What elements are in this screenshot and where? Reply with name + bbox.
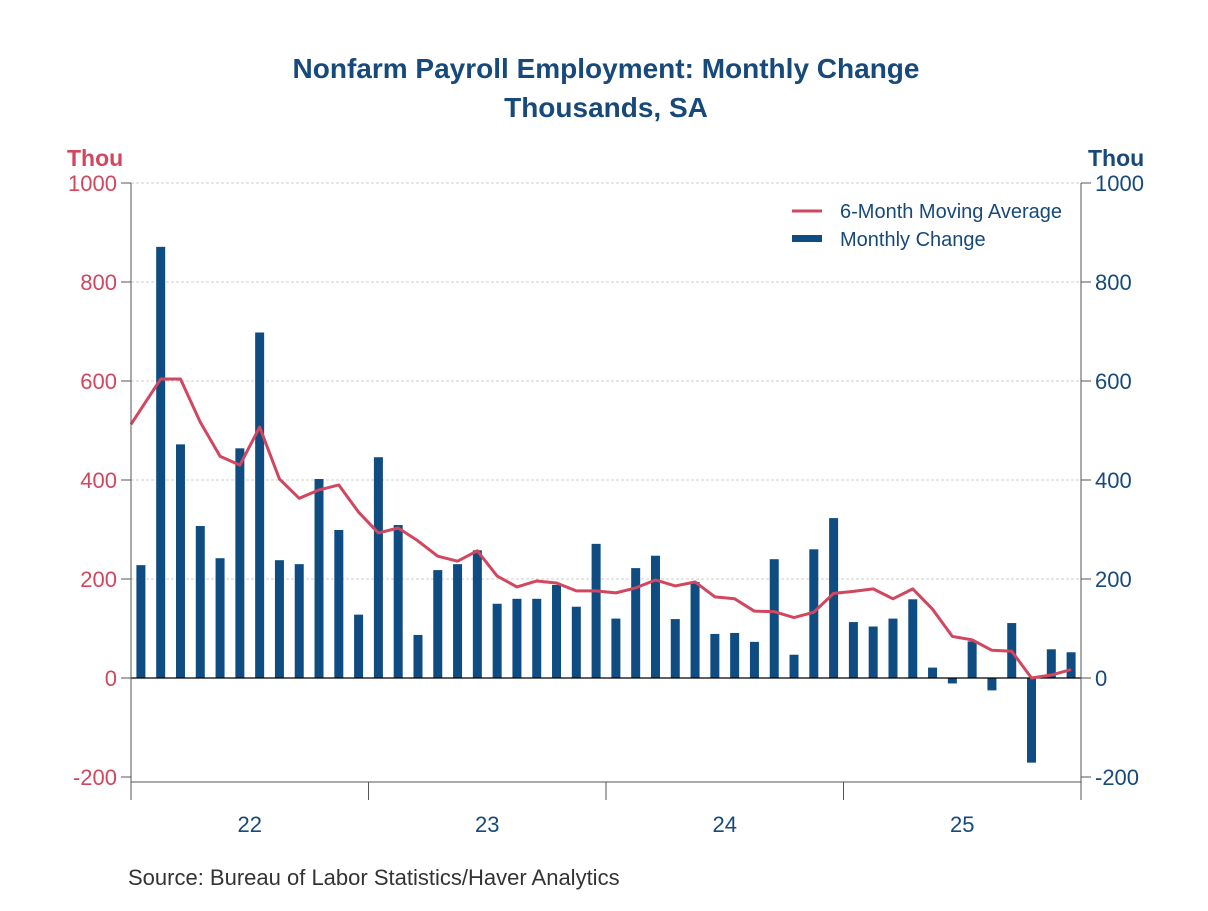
bar-monthly-change: [789, 654, 799, 678]
bar-monthly-change: [591, 543, 601, 678]
right-tick-label: 400: [1095, 468, 1132, 493]
left-tick-label: 200: [80, 567, 117, 592]
left-tick-label: 600: [80, 369, 117, 394]
left-tick-label: 1000: [68, 171, 117, 196]
bar-monthly-change: [908, 599, 918, 678]
bar-monthly-change: [552, 584, 562, 678]
right-axis-unit: Thou: [1088, 145, 1144, 171]
bar-monthly-change: [1046, 649, 1056, 678]
bar-monthly-change: [255, 332, 265, 678]
bar-monthly-change: [690, 581, 700, 678]
bar-monthly-change: [492, 603, 502, 678]
legend-label-monthly-change: Monthly Change: [840, 229, 986, 251]
bar-monthly-change: [373, 457, 383, 678]
legend: 6-Month Moving Average Monthly Change: [792, 201, 1062, 251]
bar-monthly-change: [453, 564, 463, 678]
left-tick-label: 800: [80, 270, 117, 295]
bar-monthly-change: [947, 678, 957, 684]
source-note: Source: Bureau of Labor Statistics/Haver…: [128, 865, 620, 890]
bar-monthly-change: [175, 444, 185, 678]
chart-title: Nonfarm Payroll Employment: Monthly Chan…: [293, 53, 920, 84]
bar-monthly-change: [868, 626, 878, 678]
left-axis-unit: Thou: [67, 145, 123, 171]
bar-monthly-change: [274, 560, 284, 678]
bar-monthly-change: [334, 529, 344, 678]
left-tick-label: 400: [80, 468, 117, 493]
bar-monthly-change: [1027, 678, 1037, 763]
monthly-change-bars: [136, 246, 1076, 763]
bar-monthly-change: [354, 614, 364, 678]
bar-monthly-change: [710, 633, 720, 678]
bar-monthly-change: [512, 598, 522, 678]
bar-monthly-change: [136, 565, 146, 678]
axes: -200 -200 0 0 200 200 400 400 600 600 800 800 1000 10…: [68, 171, 1144, 837]
bar-monthly-change: [472, 550, 482, 678]
left-tick-label: 0: [105, 666, 117, 691]
bar-monthly-change: [413, 634, 423, 678]
bar-monthly-change: [294, 564, 304, 678]
bar-monthly-change: [611, 618, 621, 678]
chart-subtitle: Thousands, SA: [504, 92, 708, 123]
left-tick-label: -200: [73, 765, 117, 790]
bar-monthly-change: [433, 570, 443, 678]
gridlines: [131, 182, 1081, 580]
bar-monthly-change: [1066, 652, 1076, 678]
bar-monthly-change: [670, 619, 680, 678]
bar-monthly-change: [987, 678, 997, 691]
bar-monthly-change: [393, 525, 403, 678]
legend-swatch-monthly-change: [792, 235, 822, 242]
x-tick-label: 24: [713, 812, 737, 837]
bar-monthly-change: [888, 618, 898, 678]
bar-monthly-change: [769, 559, 779, 678]
moving-average-line: [129, 377, 1072, 680]
x-tick-label: 23: [475, 812, 499, 837]
bar-monthly-change: [848, 622, 858, 678]
x-tick-label: 25: [950, 812, 974, 837]
bar-monthly-change: [532, 598, 542, 678]
x-tick-label: 22: [238, 812, 262, 837]
bar-monthly-change: [967, 641, 977, 678]
bar-monthly-change: [631, 568, 641, 678]
legend-label-moving-average: 6-Month Moving Average: [840, 201, 1062, 223]
right-tick-label: 1000: [1095, 171, 1144, 196]
bar-monthly-change: [730, 632, 740, 678]
bar-monthly-change: [314, 479, 324, 678]
right-tick-label: 200: [1095, 567, 1132, 592]
bar-monthly-change: [829, 518, 839, 678]
bar-monthly-change: [571, 606, 581, 678]
bar-monthly-change: [650, 555, 660, 678]
bar-monthly-change: [749, 641, 759, 678]
right-tick-label: -200: [1095, 765, 1139, 790]
bar-monthly-change: [195, 526, 205, 678]
bar-monthly-change: [928, 667, 938, 678]
right-tick-label: 800: [1095, 270, 1132, 295]
bar-monthly-change: [215, 558, 225, 678]
right-tick-label: 0: [1095, 666, 1107, 691]
bar-monthly-change: [156, 246, 166, 679]
right-tick-label: 600: [1095, 369, 1132, 394]
bar-monthly-change: [235, 448, 245, 678]
